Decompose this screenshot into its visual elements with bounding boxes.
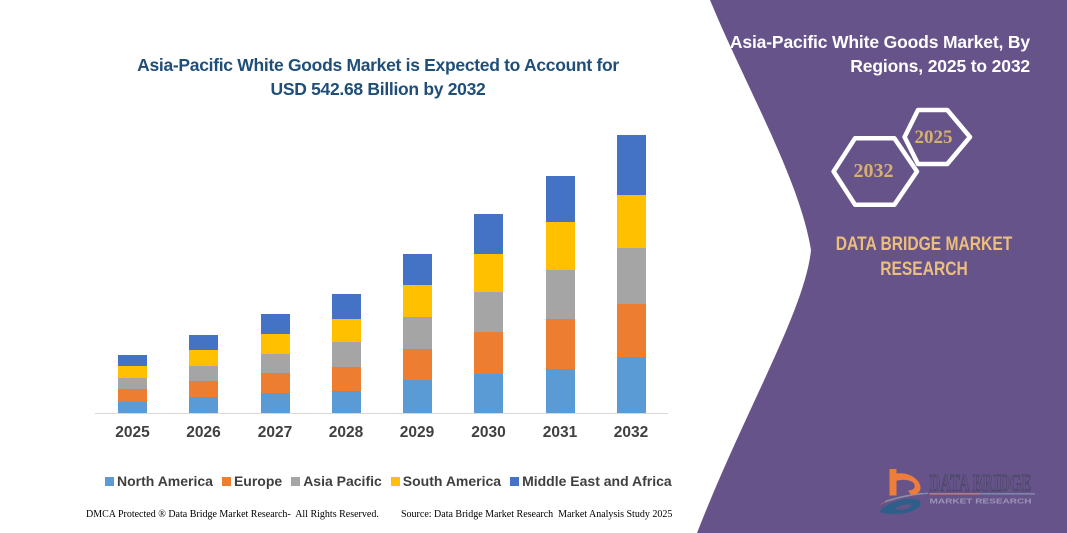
- svg-text:DATA BRIDGE: DATA BRIDGE: [930, 471, 1032, 497]
- svg-text:MARKET RESEARCH: MARKET RESEARCH: [930, 496, 1032, 505]
